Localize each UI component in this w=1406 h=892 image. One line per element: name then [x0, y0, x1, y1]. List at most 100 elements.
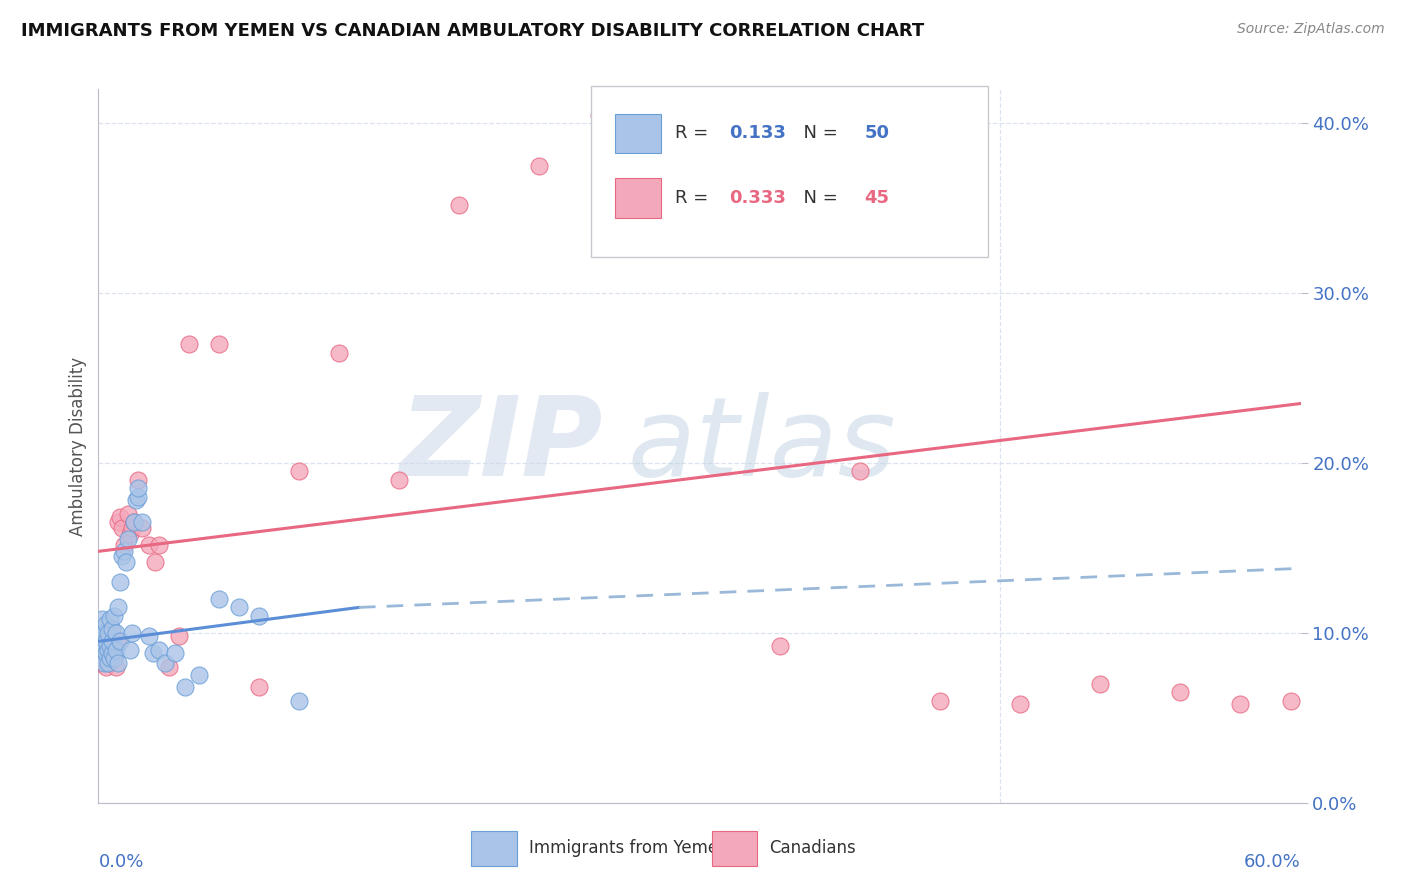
Text: N =: N =: [792, 189, 844, 207]
Point: [111, 520, 134, 534]
Point: [114, 537, 136, 551]
Point: [97, 626, 120, 640]
Point: [121, 626, 143, 640]
Point: [89, 657, 111, 671]
Point: [96, 660, 118, 674]
Point: [91, 612, 114, 626]
Point: [115, 555, 138, 569]
Point: [96, 646, 118, 660]
Point: [124, 516, 146, 530]
Point: [1279, 694, 1302, 708]
Point: [93, 651, 115, 665]
FancyBboxPatch shape: [711, 831, 758, 865]
Point: [105, 626, 128, 640]
Point: [101, 646, 124, 660]
Point: [117, 507, 139, 521]
Point: [128, 473, 150, 487]
Point: [247, 608, 270, 623]
Point: [97, 643, 120, 657]
Point: [120, 527, 142, 541]
Point: [93, 657, 115, 671]
Point: [328, 345, 350, 359]
Point: [107, 516, 129, 530]
Text: 0.0%: 0.0%: [98, 853, 143, 871]
Point: [187, 668, 209, 682]
Point: [208, 591, 231, 606]
Text: IMMIGRANTS FROM YEMEN VS CANADIAN AMBULATORY DISABILITY CORRELATION CHART: IMMIGRANTS FROM YEMEN VS CANADIAN AMBULA…: [21, 22, 924, 40]
Point: [103, 651, 125, 665]
Point: [143, 555, 166, 569]
Text: ZIP: ZIP: [399, 392, 603, 500]
Point: [105, 660, 128, 674]
Point: [388, 473, 411, 487]
Point: [93, 626, 115, 640]
Point: [110, 574, 132, 589]
Point: [131, 516, 153, 530]
Point: [167, 629, 190, 643]
Point: [288, 694, 311, 708]
Point: [208, 337, 231, 351]
Point: [138, 629, 160, 643]
Point: [100, 657, 122, 671]
Text: Canadians: Canadians: [769, 838, 856, 856]
Point: [668, 150, 690, 164]
Point: [447, 198, 470, 212]
Point: [89, 643, 111, 657]
Y-axis label: Ambulatory Disability: Ambulatory Disability: [69, 357, 87, 535]
Point: [111, 549, 134, 564]
Point: [120, 643, 142, 657]
Point: [114, 544, 136, 558]
Point: [107, 657, 129, 671]
Point: [588, 108, 610, 122]
Point: [117, 533, 139, 547]
FancyBboxPatch shape: [471, 831, 517, 865]
FancyBboxPatch shape: [616, 114, 661, 153]
Point: [96, 617, 118, 632]
Point: [125, 493, 148, 508]
Point: [101, 634, 124, 648]
Point: [89, 626, 111, 640]
Point: [101, 626, 124, 640]
Point: [100, 612, 122, 626]
Point: [247, 680, 270, 694]
Point: [97, 634, 120, 648]
Point: [288, 465, 311, 479]
Text: Immigrants from Yemen: Immigrants from Yemen: [529, 838, 728, 856]
Text: N =: N =: [792, 125, 844, 143]
Point: [153, 657, 176, 671]
Point: [1229, 698, 1251, 712]
Point: [148, 643, 170, 657]
Point: [110, 510, 132, 524]
Point: [91, 634, 114, 648]
Point: [163, 646, 186, 660]
Point: [148, 537, 170, 551]
Point: [103, 651, 125, 665]
Point: [97, 646, 120, 660]
Point: [124, 516, 146, 530]
Point: [103, 608, 125, 623]
Text: 0.133: 0.133: [730, 125, 786, 143]
Point: [97, 657, 120, 671]
Text: Source: ZipAtlas.com: Source: ZipAtlas.com: [1237, 22, 1385, 37]
FancyBboxPatch shape: [616, 178, 661, 218]
Point: [173, 680, 195, 694]
Point: [1088, 677, 1111, 691]
Point: [105, 643, 128, 657]
Point: [96, 634, 118, 648]
Point: [849, 465, 872, 479]
Point: [101, 623, 124, 637]
Point: [769, 640, 792, 654]
Point: [101, 643, 124, 657]
Point: [121, 520, 143, 534]
Text: 60.0%: 60.0%: [1244, 853, 1301, 871]
Point: [138, 537, 160, 551]
Point: [228, 600, 250, 615]
Point: [131, 520, 153, 534]
Point: [529, 159, 551, 173]
Point: [141, 646, 163, 660]
Text: 0.333: 0.333: [730, 189, 786, 207]
Point: [128, 482, 150, 496]
Point: [128, 490, 150, 504]
Point: [157, 660, 180, 674]
Point: [1010, 698, 1032, 712]
